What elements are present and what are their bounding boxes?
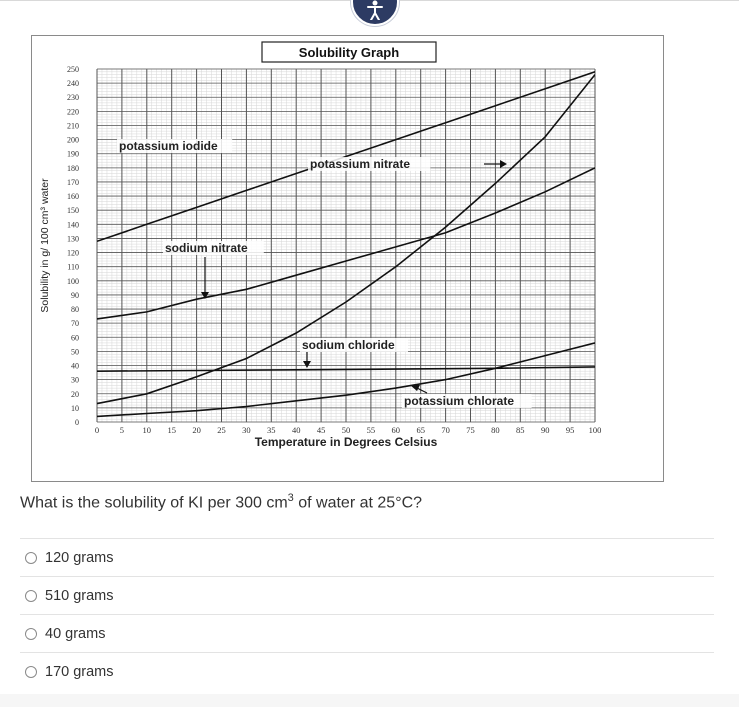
accessibility-icon xyxy=(367,0,383,20)
x-axis-label: Temperature in Degrees Celsius xyxy=(255,435,438,449)
x-tick-label: 65 xyxy=(416,425,425,435)
y-tick-label: 10 xyxy=(71,404,79,413)
y-tick-label: 50 xyxy=(71,347,79,356)
chart-title: Solubility Graph xyxy=(299,45,399,60)
x-tick-label: 45 xyxy=(317,425,326,435)
question-text: What is the solubility of KI per 300 cm3… xyxy=(20,492,422,512)
y-tick-label: 250 xyxy=(67,65,79,74)
y-tick-label: 190 xyxy=(67,150,79,159)
choice-label: 170 grams xyxy=(45,664,114,680)
y-tick-label: 210 xyxy=(67,121,79,130)
x-tick-label: 20 xyxy=(192,425,201,435)
arrow-potassium-chlorate-shaft xyxy=(416,387,428,394)
x-tick-label: 85 xyxy=(516,425,525,435)
choice-label: 510 grams xyxy=(45,588,114,604)
y-tick-label: 160 xyxy=(67,192,79,201)
x-tick-label: 70 xyxy=(441,425,450,435)
y-tick-label: 90 xyxy=(71,291,79,300)
y-tick-label: 80 xyxy=(71,305,79,314)
page-footer-area xyxy=(0,694,739,707)
x-tick-label: 35 xyxy=(267,425,276,435)
radio-button[interactable] xyxy=(25,552,37,564)
question-prefix: What is the solubility of KI per 300 cm xyxy=(20,494,288,512)
y-tick-label: 180 xyxy=(67,164,79,173)
choice-option-1[interactable]: 120 grams xyxy=(20,538,714,577)
y-tick-label: 100 xyxy=(67,277,79,286)
y-tick-label: 40 xyxy=(71,362,79,371)
label-sodium-nitrate-bg xyxy=(163,241,264,255)
accessibility-badge[interactable] xyxy=(351,0,399,26)
x-tick-label: 95 xyxy=(566,425,575,435)
y-tick-label: 130 xyxy=(67,234,79,243)
x-tick-label: 30 xyxy=(242,425,251,435)
question-superscript: 3 xyxy=(287,492,294,504)
choice-label: 40 grams xyxy=(45,626,106,642)
x-tick-label: 50 xyxy=(342,425,351,435)
series-line-potassium-iodide xyxy=(97,71,595,243)
x-tick-label: 40 xyxy=(292,425,301,435)
y-tick-label: 200 xyxy=(67,136,79,145)
choice-label: 120 grams xyxy=(45,550,114,566)
y-tick-label: 60 xyxy=(71,333,79,342)
y-tick-label: 240 xyxy=(67,79,79,88)
x-tick-label: 5 xyxy=(120,425,124,435)
solubility-chart: 0 10 20 30 40 50 60 70 80 90 100 110 120 130 140 150 160… xyxy=(31,35,664,482)
arrow-sodium-chloride-head xyxy=(303,361,311,368)
label-potassium-iodide-bg xyxy=(117,139,233,153)
x-tick-label: 25 xyxy=(217,425,226,435)
radio-button[interactable] xyxy=(25,628,37,640)
y-tick-label: 170 xyxy=(67,178,79,187)
y-tick-label: 0 xyxy=(75,418,79,427)
y-tick-label: 120 xyxy=(67,249,79,258)
x-tick-label: 80 xyxy=(491,425,500,435)
y-tick-label: 70 xyxy=(71,319,79,328)
x-tick-label: 15 xyxy=(167,425,176,435)
label-potassium-nitrate-bg xyxy=(308,157,431,171)
series-line-sodium-chloride xyxy=(97,366,595,372)
choice-option-2[interactable]: 510 grams xyxy=(20,576,714,615)
arrow-potassium-chlorate-head xyxy=(410,385,420,391)
y-tick-label: 30 xyxy=(71,376,79,385)
radio-button[interactable] xyxy=(25,590,37,602)
label-sodium-chloride-bg xyxy=(300,338,408,352)
y-tick-label: 20 xyxy=(71,390,79,399)
x-tick-label: 10 xyxy=(143,425,152,435)
arrow-potassium-nitrate-head xyxy=(500,160,507,168)
label-potassium-nitrate: potassium nitrate xyxy=(310,157,410,171)
y-tick-label: 110 xyxy=(67,263,79,272)
choice-option-3[interactable]: 40 grams xyxy=(20,614,714,653)
x-tick-label: 75 xyxy=(466,425,475,435)
series-line-potassium-nitrate xyxy=(97,74,595,405)
x-tick-label: 90 xyxy=(541,425,550,435)
y-tick-label: 230 xyxy=(67,93,79,102)
x-tick-label: 0 xyxy=(95,425,99,435)
radio-button[interactable] xyxy=(25,666,37,678)
label-potassium-iodide: potassium iodide xyxy=(119,139,218,153)
y-tick-label: 150 xyxy=(67,206,79,215)
chart-svg: 0102030405060708090100110120130140150160… xyxy=(39,41,602,449)
label-potassium-chlorate-bg xyxy=(402,394,532,408)
series-line-potassium-chlorate xyxy=(97,342,595,418)
question-suffix: of water at 25°C? xyxy=(293,494,423,512)
label-potassium-chlorate: potassium chlorate xyxy=(404,394,514,408)
label-sodium-chloride: sodium chloride xyxy=(302,338,395,352)
choice-option-4[interactable]: 170 grams xyxy=(20,652,714,691)
x-tick-label: 100 xyxy=(589,425,602,435)
y-tick-label: 140 xyxy=(67,220,79,229)
y-tick-label: 220 xyxy=(67,107,79,116)
series-line-sodium-nitrate xyxy=(97,167,595,320)
label-sodium-nitrate: sodium nitrate xyxy=(165,241,248,255)
chart-title-box xyxy=(261,41,437,63)
x-tick-label: 55 xyxy=(367,425,376,435)
x-tick-label: 60 xyxy=(392,425,401,435)
y-axis-label: Solubility in g/ 100 cm³ water xyxy=(39,178,51,313)
arrow-sodium-nitrate-head xyxy=(201,292,209,299)
